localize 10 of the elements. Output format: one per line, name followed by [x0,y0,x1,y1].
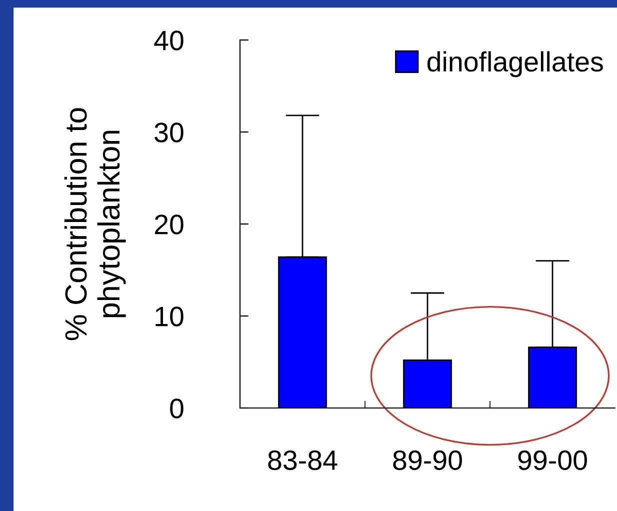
y-tick-label: 0 [170,398,184,418]
y-tick-label: 10 [156,306,184,326]
x-tick-label: 89-90 [393,450,462,470]
y-tick-label: 40 [154,30,184,50]
x-tick-label: 99-00 [518,450,587,470]
legend-label: dinoflagellates [427,51,603,78]
y-tick-label: 30 [154,122,184,142]
x-tick-label: 83-84 [268,450,338,470]
y-tick-label: 20 [154,214,184,234]
y-axis-title: % Contribution to phytoplankton [64,108,126,340]
